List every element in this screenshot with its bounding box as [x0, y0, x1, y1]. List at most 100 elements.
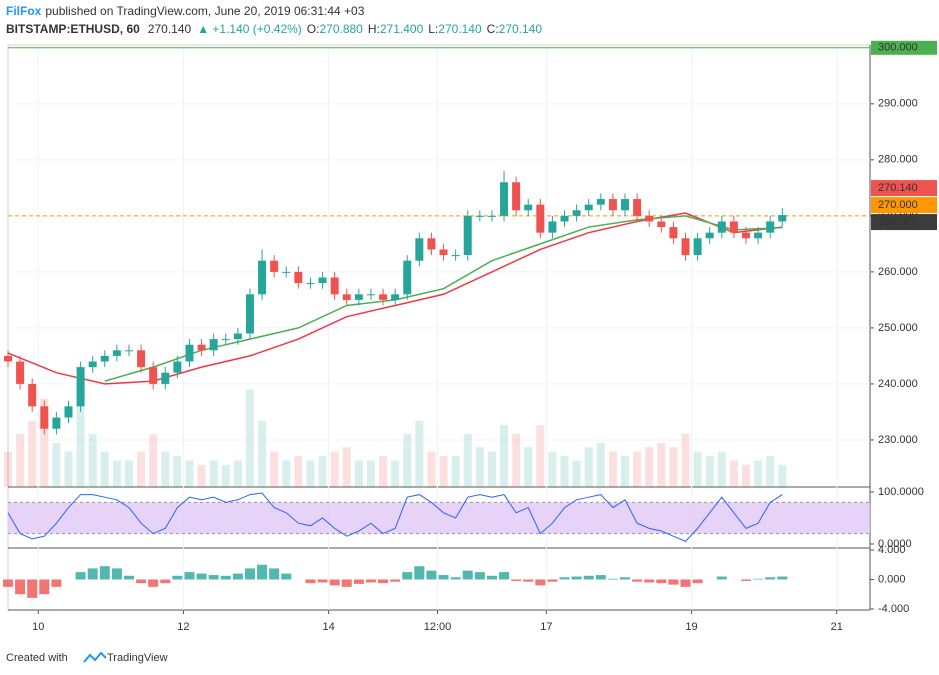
volume-bar — [161, 451, 170, 487]
macd-bar — [583, 575, 594, 580]
level-badge — [871, 40, 937, 55]
candle-body — [330, 277, 339, 295]
macd-bar — [87, 568, 98, 580]
candle-body — [536, 204, 545, 233]
volume-bar — [16, 433, 25, 487]
ohlc-key: H: — [368, 22, 380, 36]
ohlc-value: 271.400 — [380, 22, 424, 36]
volume-bar — [778, 464, 787, 487]
ohlc-value: 270.880 — [319, 22, 363, 36]
candle-body — [149, 367, 158, 384]
macd-bar — [39, 579, 50, 595]
candle-body — [657, 221, 666, 228]
candle-body — [161, 372, 170, 384]
volume-bar — [40, 398, 49, 487]
x-tick-label: 12 — [177, 621, 189, 633]
header-line: FilFox published on TradingView.com, June… — [6, 4, 365, 18]
macd-bar — [329, 579, 340, 586]
candle-body — [124, 350, 133, 352]
stoch-line — [7, 492, 783, 542]
footer-brand[interactable]: TradingView — [107, 652, 168, 664]
author: FilFox — [6, 4, 42, 18]
y-tick-label: 0.0000 — [878, 538, 912, 550]
candle-body — [766, 221, 775, 233]
candle-body — [137, 350, 146, 368]
candle-body — [233, 333, 242, 340]
volume-bar — [536, 425, 545, 487]
candle-body — [294, 271, 303, 284]
candle-body — [596, 199, 605, 205]
candle-body — [681, 238, 690, 256]
volume-bar — [282, 460, 291, 487]
candle-body — [633, 199, 642, 216]
candle-body — [16, 361, 25, 384]
logo — [83, 651, 107, 663]
macd-bar — [571, 576, 582, 580]
candle-body — [524, 204, 533, 211]
macd-bar — [668, 579, 679, 585]
candle-body — [572, 210, 581, 216]
macd-bar — [632, 579, 643, 582]
candle-body — [245, 294, 254, 334]
candle-body — [584, 204, 593, 211]
volume-bar — [28, 420, 37, 487]
candle-body — [621, 199, 630, 211]
candle-body — [427, 238, 436, 250]
volume-bar — [366, 460, 375, 487]
macd-bar — [499, 572, 510, 580]
macd-bar — [740, 579, 751, 581]
macd-bar — [123, 575, 134, 580]
volume-bar — [342, 447, 351, 487]
x-tick-label: 14 — [322, 621, 334, 633]
candle-body — [100, 355, 109, 362]
symbol: BITSTAMP:ETHUSD, 60 — [6, 22, 140, 36]
candle-body — [754, 232, 763, 239]
volume-bar — [4, 451, 12, 487]
volume-bar — [621, 456, 630, 487]
macd-bar — [680, 579, 691, 587]
y-tick-label: 240.000 — [878, 378, 918, 390]
y-tick-label: 100.0000 — [878, 486, 924, 498]
macd-bar — [305, 579, 316, 584]
volume-bar — [729, 460, 738, 487]
macd-bar — [208, 575, 219, 580]
volume-bar — [64, 451, 73, 487]
ohlc-value: 270.140 — [499, 22, 543, 36]
candle-body — [669, 227, 678, 239]
candle-body — [270, 260, 279, 272]
candle-body — [4, 355, 12, 362]
macd-bar — [196, 573, 207, 580]
macd-bar — [620, 577, 631, 580]
price-badge-label: 270.000 — [878, 199, 918, 211]
ohlc-key: C: — [487, 22, 499, 36]
footer: Created with TradingView — [6, 651, 168, 664]
y-tick-label: 230.000 — [878, 434, 918, 446]
x-tick-label: 12:00 — [424, 621, 452, 633]
candle-body — [28, 383, 37, 407]
x-tick-label: 10 — [32, 621, 44, 633]
volume-bar — [693, 451, 702, 487]
candle-body — [560, 215, 569, 222]
volume-bar — [149, 433, 158, 487]
macd-bar — [450, 577, 461, 580]
candle-body — [282, 271, 291, 273]
candle-body — [608, 199, 617, 211]
candle-body — [500, 182, 509, 216]
level-label: 300.000 — [878, 42, 918, 54]
macd-bar — [220, 575, 231, 580]
volume-bar — [717, 451, 726, 487]
ohlc-value: 270.140 — [438, 22, 482, 36]
volume-bar — [524, 447, 533, 487]
macd-bar — [523, 579, 534, 582]
volume-bar — [439, 456, 448, 487]
candle-body — [258, 260, 267, 295]
volume-bar — [294, 456, 303, 487]
candle-body — [512, 182, 521, 211]
price-badge-label: 270.140 — [878, 182, 918, 194]
macd-bar — [692, 579, 703, 584]
ohlc-key: O: — [307, 22, 320, 36]
change: ▲ +1.140 (+0.42%) — [197, 22, 302, 36]
volume-bar — [137, 451, 146, 487]
candle-body — [197, 344, 206, 351]
y-tick-label: 290.000 — [878, 98, 918, 110]
